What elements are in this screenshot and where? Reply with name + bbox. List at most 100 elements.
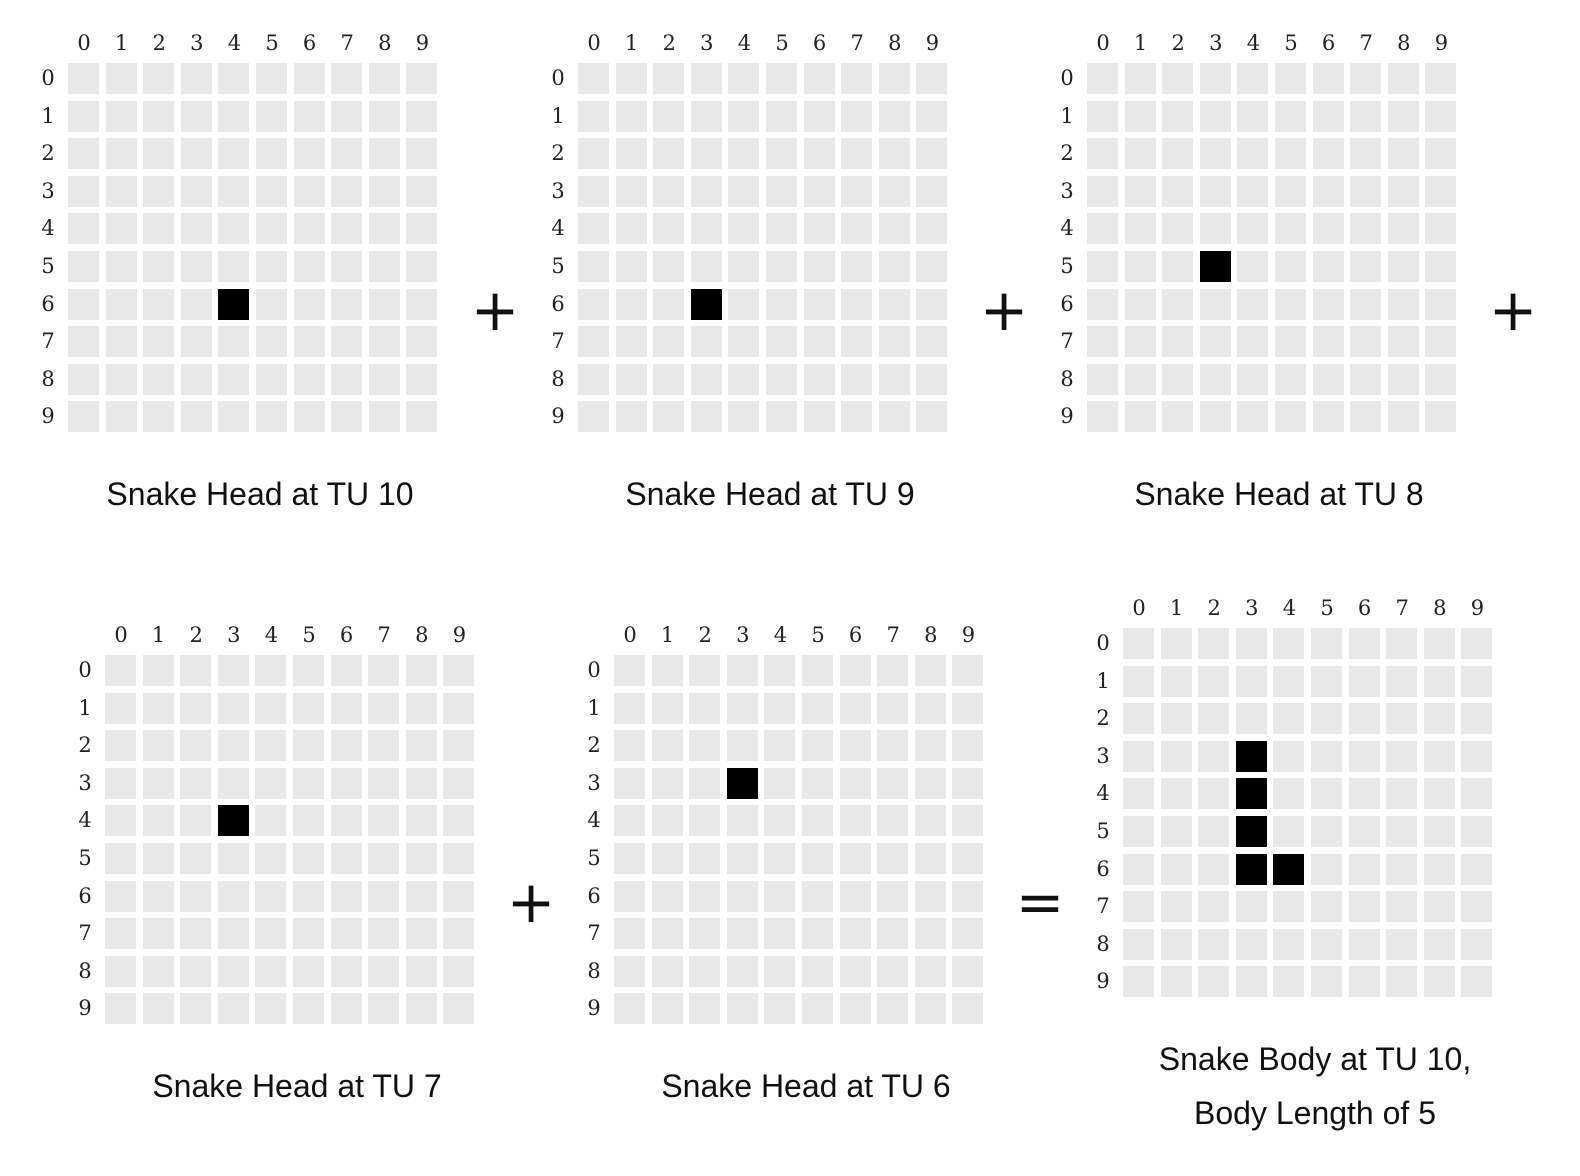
grid-cell [368, 175, 400, 207]
grid-cell [728, 288, 760, 320]
panel-caption: Snake Head at TU 9 [625, 476, 915, 512]
grid-cell [653, 213, 685, 245]
grid-cell [726, 692, 758, 724]
grid-cell [105, 100, 137, 132]
grid-cell [766, 138, 797, 170]
grid-cell [689, 843, 721, 874]
grid-cell [1312, 288, 1344, 320]
row-labels: 0 1 2 3 4 5 6 7 8 9 [576, 655, 612, 1035]
grid-cell [1124, 401, 1156, 433]
grid-cell [293, 138, 325, 170]
grid-cell [766, 100, 797, 132]
grid-cell [615, 363, 647, 395]
grid-cell [1312, 100, 1344, 132]
grid-cell [766, 175, 797, 207]
grid-cell [293, 955, 324, 987]
grid-cell [651, 805, 683, 837]
grid-cell [368, 363, 400, 395]
row-label: 6 [78, 883, 92, 908]
grid-cell [1423, 891, 1455, 923]
grid-cell [578, 213, 609, 245]
row-label: 6 [41, 291, 55, 316]
grid-cell [180, 730, 212, 762]
grid-cell [105, 63, 137, 94]
grid-cell [180, 955, 212, 987]
grid-cell [406, 401, 438, 433]
grid-cell [1273, 740, 1305, 772]
grid-cell [105, 730, 136, 762]
grid-cell [1311, 966, 1342, 998]
grid-cell [615, 175, 647, 207]
panel-caption: Snake Head at TU 10 [106, 476, 414, 512]
grid-cell [1312, 138, 1344, 170]
grid-cell [839, 655, 871, 686]
grid-cell [1237, 175, 1269, 207]
grid-cell [841, 175, 873, 207]
grid-cell [916, 363, 948, 395]
grid-cell [952, 918, 984, 950]
grid-cell [142, 767, 174, 799]
grid-cell [368, 880, 400, 912]
grid-cell [142, 692, 174, 724]
grid-cell [914, 805, 946, 837]
grid-cell [1123, 665, 1154, 697]
grid-cell [728, 175, 760, 207]
grid-cell [914, 767, 946, 799]
column-label: 4 [1282, 596, 1297, 620]
grid-cell [142, 805, 174, 837]
grid-cell [1423, 928, 1455, 960]
row-label: 7 [551, 329, 565, 354]
grid-cell [293, 655, 324, 686]
grid-cell [217, 918, 249, 950]
grid-cell [368, 692, 400, 724]
grid-cell [1350, 138, 1382, 170]
grid-cell [1237, 363, 1269, 395]
grid-cell [443, 767, 475, 799]
grid-cell [1199, 138, 1231, 170]
column-label: 1 [1133, 31, 1148, 55]
snake-cell [1235, 816, 1267, 847]
grid-cell [614, 843, 645, 874]
snake-cell [1273, 853, 1305, 885]
grid-cell [914, 692, 946, 724]
grid-cell [690, 138, 722, 170]
grid-cell [1386, 628, 1418, 659]
grid-cell [1199, 288, 1231, 320]
grid-cell [615, 63, 647, 94]
grid-cell [143, 63, 175, 94]
grid-cell [330, 805, 362, 837]
grid-cell [443, 805, 475, 837]
grid-cell [690, 251, 722, 282]
grid-cell [1198, 853, 1230, 885]
grid-cell [916, 175, 948, 207]
grid-cell [1198, 966, 1230, 998]
row-label: 1 [41, 103, 55, 128]
grid-cell [841, 100, 873, 132]
snake-cell [1235, 853, 1267, 885]
grid-cell [405, 918, 437, 950]
grid-cell [68, 326, 99, 358]
grid-cell [1237, 63, 1269, 94]
grid-cell [293, 213, 325, 245]
column-label: 7 [850, 31, 864, 55]
grid-cell [1311, 816, 1342, 847]
grid-cell [1087, 175, 1118, 207]
row-label: 0 [1096, 631, 1110, 655]
grid-cell [1311, 665, 1342, 697]
row-label: 1 [551, 103, 565, 128]
column-label: 8 [378, 31, 392, 55]
grid-cell [218, 401, 250, 433]
column-label: 2 [189, 623, 203, 647]
grid-cell [614, 655, 645, 686]
grid-cell [180, 655, 212, 686]
row-label: 1 [1060, 103, 1074, 128]
row-label: 0 [1060, 66, 1074, 90]
grid-cell [726, 918, 758, 950]
grid-cell [217, 692, 249, 724]
grid-cell [764, 730, 796, 762]
row-label: 5 [551, 254, 565, 278]
